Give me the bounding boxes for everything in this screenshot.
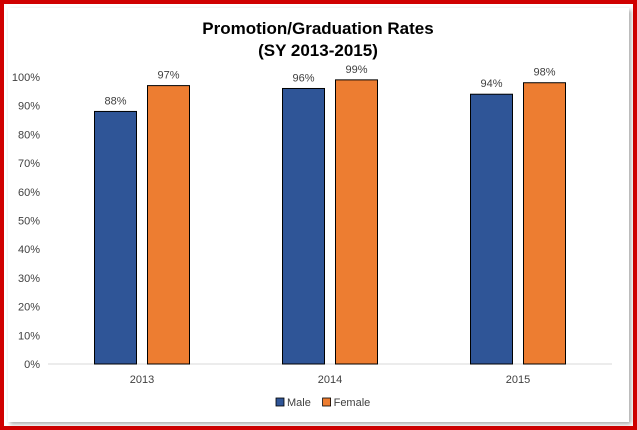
- legend-swatch-male: [275, 397, 285, 407]
- y-tick-label: 0%: [24, 359, 40, 371]
- y-tick-label: 100%: [12, 72, 40, 84]
- y-tick-label: 80%: [18, 129, 40, 141]
- x-tick-label: 2013: [130, 374, 154, 386]
- legend-label-female: Female: [334, 397, 371, 409]
- chart-bars: 88% 97% 96% 99% 94% 98%: [94, 64, 566, 365]
- y-tick-label: 40%: [18, 244, 40, 256]
- chart-legend: Male Female: [275, 397, 371, 409]
- x-tick-label: 2014: [318, 374, 342, 386]
- data-label: 96%: [292, 72, 314, 84]
- y-tick-label: 50%: [18, 216, 40, 228]
- chart-axes: 0% 10% 20% 30% 40% 50% 60% 70% 80% 90% 100% 2013 201…: [12, 72, 612, 386]
- data-label: 94%: [480, 78, 502, 90]
- bar-male-2014: [282, 87, 325, 365]
- data-label: 98%: [533, 67, 555, 79]
- chart-title-line-1: Promotion/Graduation Rates: [202, 19, 433, 38]
- bar-female-2015: [523, 82, 566, 365]
- data-label: 88%: [104, 95, 126, 107]
- bar-male-2015: [470, 93, 513, 365]
- bar-male-2013: [94, 110, 137, 365]
- x-tick-label: 2015: [506, 374, 530, 386]
- chart-title-line-2: (SY 2013-2015): [258, 41, 378, 60]
- bar-female-2013: [147, 85, 190, 365]
- y-tick-label: 20%: [18, 302, 40, 314]
- y-tick-label: 90%: [18, 101, 40, 113]
- y-tick-label: 60%: [18, 187, 40, 199]
- y-tick-label: 10%: [18, 330, 40, 342]
- legend-label-male: Male: [287, 397, 311, 409]
- bar-female-2014: [335, 79, 378, 365]
- data-label: 97%: [157, 70, 179, 82]
- y-tick-label: 30%: [18, 273, 40, 285]
- data-label: 99%: [345, 64, 367, 76]
- y-tick-label: 70%: [18, 158, 40, 170]
- legend-swatch-female: [322, 397, 332, 407]
